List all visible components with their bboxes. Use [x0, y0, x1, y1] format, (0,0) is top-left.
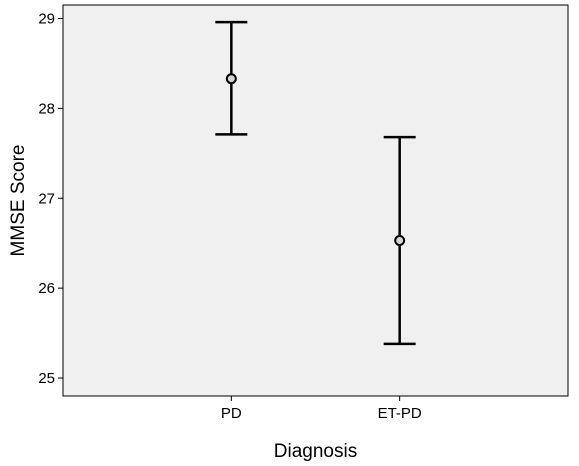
plot-area — [62, 4, 569, 397]
x-axis: PD ET-PD — [221, 396, 422, 422]
y-tick-label: 26 — [38, 280, 55, 297]
error-bar-et-pd — [383, 135, 416, 346]
y-tick-label: 27 — [38, 190, 55, 207]
mean-point — [225, 73, 237, 85]
y-tick-label: 29 — [38, 10, 55, 27]
x-tick-label: PD — [221, 405, 242, 422]
x-tick-label: ET-PD — [378, 405, 422, 422]
y-axis: 25 26 27 28 29 — [38, 10, 63, 387]
mean-point — [394, 234, 406, 246]
y-axis-title: MMSE Score — [8, 145, 29, 257]
x-axis-title: Diagnosis — [274, 441, 357, 462]
y-tick-label: 28 — [38, 100, 55, 117]
y-tick-label: 25 — [38, 370, 55, 387]
error-bar-pd — [215, 20, 248, 136]
error-bars — [215, 20, 416, 346]
